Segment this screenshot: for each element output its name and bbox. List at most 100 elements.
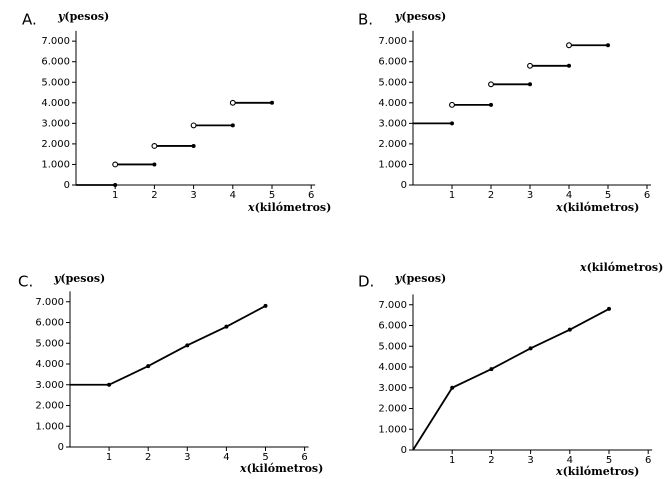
data-point [528, 346, 533, 351]
panel-label: D. [358, 273, 374, 291]
y-tick-label: 6.000 [378, 321, 407, 332]
open-point [488, 81, 494, 88]
y-tick-label: 5.000 [41, 77, 70, 88]
y-axis-variable: y [394, 10, 403, 23]
closed-point [606, 43, 610, 48]
x-axis-variable: x [555, 465, 563, 478]
y-tick-label: 1.000 [378, 159, 407, 170]
x-tick-label: 4 [230, 190, 236, 201]
x-tick-label: 5 [269, 190, 275, 201]
y-tick-label: 0 [64, 180, 70, 191]
x-tick-label: 3 [190, 190, 196, 201]
panel-label: A. [22, 11, 37, 29]
extra-label-unit: (kilómetros) [587, 261, 664, 274]
y-axis-title: y(pesos) [394, 10, 446, 23]
y-tick-label: 3.000 [35, 380, 64, 391]
chart-panel-4: D. 0 1.000 2.000 3.000 4.000 5.000 6.000 7.000 1 2… [358, 261, 663, 478]
y-tick-label: 7.000 [378, 300, 407, 311]
y-tick-label: 3.000 [41, 118, 70, 129]
y-axis-title: y(pesos) [57, 10, 109, 23]
closed-point [270, 100, 274, 105]
y-tick-label: 4.000 [378, 98, 407, 109]
closed-point [450, 121, 454, 126]
series-line [70, 305, 266, 386]
open-point [229, 99, 236, 106]
x-axis-variable: x [247, 201, 255, 214]
y-tick-label: 1.000 [41, 159, 70, 170]
x-axis-variable: x [555, 201, 563, 214]
y-tick-label: 6.000 [35, 318, 64, 329]
x-tick-label: 5 [262, 452, 268, 463]
y-tick-label: 5.000 [35, 338, 64, 349]
x-tick-label: 1 [106, 452, 112, 463]
y-tick-label: 7.000 [378, 36, 407, 47]
y-tick-label: 4.000 [41, 98, 70, 109]
y-tick-label: 2.000 [35, 401, 64, 412]
panel-label: C. [18, 273, 33, 291]
y-tick-label: 5.000 [378, 341, 407, 352]
extra-axis-label: x(kilómetros) [579, 261, 663, 274]
x-tick-label: 5 [606, 455, 612, 466]
open-point [151, 143, 158, 149]
data-point [489, 367, 494, 372]
closed-point [191, 143, 196, 148]
panel-label: B. [358, 11, 373, 29]
x-axis-title: x(kilómetros) [555, 201, 639, 214]
x-axis-unit: (kilómetros) [247, 462, 324, 475]
x-tick-label: 6 [644, 190, 650, 201]
data-point [107, 382, 112, 387]
x-tick-label: 2 [488, 455, 494, 466]
data-point [450, 385, 455, 390]
y-tick-label: 0 [401, 445, 407, 456]
x-axis-variable: x [239, 462, 247, 475]
x-tick-label: 2 [488, 190, 494, 201]
closed-point [152, 162, 157, 167]
y-axis-unit: (pesos) [60, 272, 105, 285]
y-tick-label: 3.000 [378, 383, 407, 394]
x-tick-label: 1 [112, 190, 118, 201]
open-point [566, 42, 572, 49]
x-tick-label: 5 [605, 190, 611, 201]
y-tick-label: 4.000 [378, 362, 407, 373]
data-point [146, 364, 151, 369]
y-tick-label: 2.000 [41, 139, 70, 150]
x-axis-title: x(kilómetros) [239, 462, 323, 475]
chart-panel-3: C. 0 1.000 2.000 3.000 4.000 5.000 6.000 7.000 1 2… [18, 272, 323, 475]
y-axis-variable: y [57, 10, 66, 23]
closed-point [489, 102, 493, 107]
y-tick-label: 0 [58, 442, 64, 453]
y-tick-label: 1.000 [35, 421, 64, 432]
x-tick-label: 1 [449, 455, 455, 466]
data-point [567, 327, 572, 332]
y-tick-label: 1.000 [378, 424, 407, 435]
open-point [190, 122, 197, 129]
x-tick-label: 4 [223, 452, 229, 463]
y-tick-label: 0 [401, 180, 407, 191]
series-line [412, 308, 610, 451]
chart-panel-2: B. 0 1.000 2.000 3.000 4.000 5.000 6.000 7.000 1 2… [358, 10, 651, 214]
y-tick-label: 3.000 [378, 118, 407, 129]
x-tick-label: 6 [301, 452, 307, 463]
y-axis-variable: y [394, 272, 403, 285]
y-tick-label: 2.000 [378, 139, 407, 150]
y-tick-label: 2.000 [378, 404, 407, 415]
x-axis-title: x(kilómetros) [555, 465, 639, 478]
data-point [224, 324, 229, 329]
y-axis-unit: (pesos) [401, 272, 446, 285]
y-axis-unit: (pesos) [64, 10, 109, 23]
closed-point [230, 123, 235, 128]
x-tick-label: 6 [645, 455, 651, 466]
x-axis-title: x(kilómetros) [247, 201, 331, 214]
closed-point [567, 63, 571, 68]
y-tick-label: 7.000 [41, 36, 70, 47]
data-point [607, 306, 611, 311]
data-point [263, 303, 268, 308]
x-axis-unit: (kilómetros) [255, 201, 332, 214]
chart-panel-1: A. 0 1.000 2.000 3.000 4.000 5.000 6.000 7.000 1 2… [22, 10, 331, 214]
x-axis-unit: (kilómetros) [563, 465, 640, 478]
x-tick-label: 3 [527, 455, 533, 466]
open-point [112, 161, 119, 168]
data-point [185, 343, 190, 348]
closed-point [113, 183, 118, 187]
x-tick-label: 2 [145, 452, 151, 463]
